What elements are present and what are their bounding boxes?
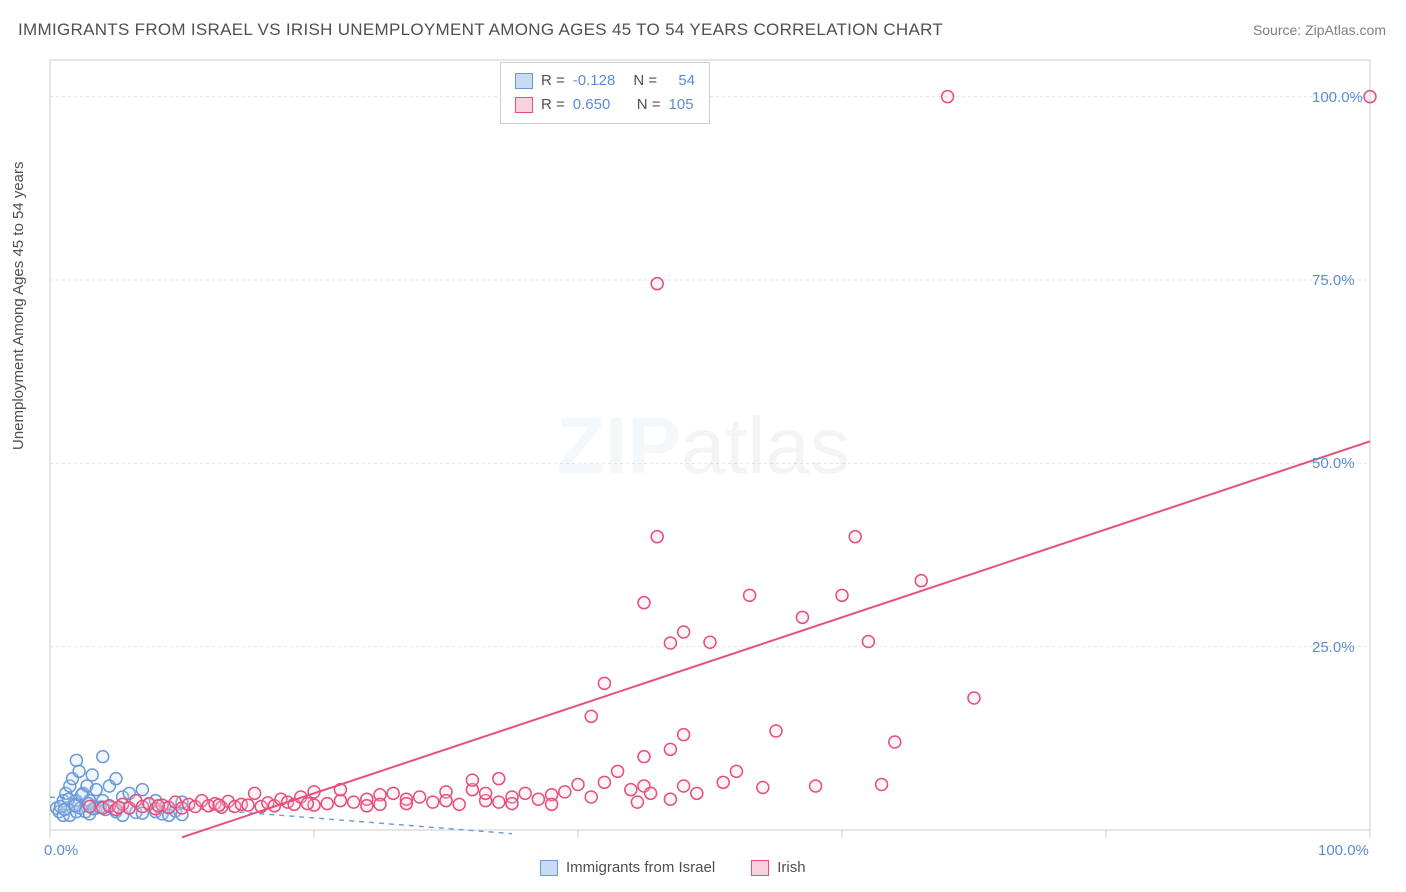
y-axis-label: Unemployment Among Ages 45 to 54 years bbox=[10, 161, 27, 450]
stat-n-label: N = bbox=[633, 69, 657, 93]
stat-r-label: R = bbox=[541, 69, 565, 93]
stat-n-value-israel: 54 bbox=[665, 69, 695, 93]
x-tick-label: 0.0% bbox=[44, 842, 78, 859]
chart-title: IMMIGRANTS FROM ISRAEL VS IRISH UNEMPLOY… bbox=[18, 20, 943, 40]
legend-swatch-israel bbox=[540, 860, 558, 876]
stat-n-value-irish: 105 bbox=[669, 93, 694, 117]
stats-row-israel: R = -0.128 N = 54 bbox=[515, 69, 695, 93]
plot-area bbox=[50, 60, 1370, 830]
y-tick-label: 75.0% bbox=[1312, 272, 1355, 289]
stats-row-irish: R = 0.650 N = 105 bbox=[515, 93, 695, 117]
x-tick-label: 100.0% bbox=[1318, 842, 1369, 859]
y-tick-label: 25.0% bbox=[1312, 639, 1355, 656]
source-attribution: Source: ZipAtlas.com bbox=[1253, 22, 1386, 38]
legend-bottom: Immigrants from Israel Irish bbox=[540, 859, 806, 876]
chart-svg bbox=[50, 60, 1370, 830]
swatch-israel bbox=[515, 73, 533, 89]
y-tick-label: 100.0% bbox=[1312, 89, 1363, 106]
legend-item-irish: Irish bbox=[751, 859, 805, 876]
legend-label-israel: Immigrants from Israel bbox=[566, 859, 715, 876]
stat-r-label-2: R = bbox=[541, 93, 565, 117]
stats-legend-box: R = -0.128 N = 54 R = 0.650 N = 105 bbox=[500, 62, 710, 124]
stat-n-label-2: N = bbox=[637, 93, 661, 117]
y-tick-label: 50.0% bbox=[1312, 455, 1355, 472]
legend-item-israel: Immigrants from Israel bbox=[540, 859, 715, 876]
swatch-irish bbox=[515, 97, 533, 113]
stat-r-value-israel: -0.128 bbox=[573, 69, 616, 93]
legend-label-irish: Irish bbox=[777, 859, 805, 876]
stat-r-value-irish: 0.650 bbox=[573, 93, 619, 117]
legend-swatch-irish bbox=[751, 860, 769, 876]
